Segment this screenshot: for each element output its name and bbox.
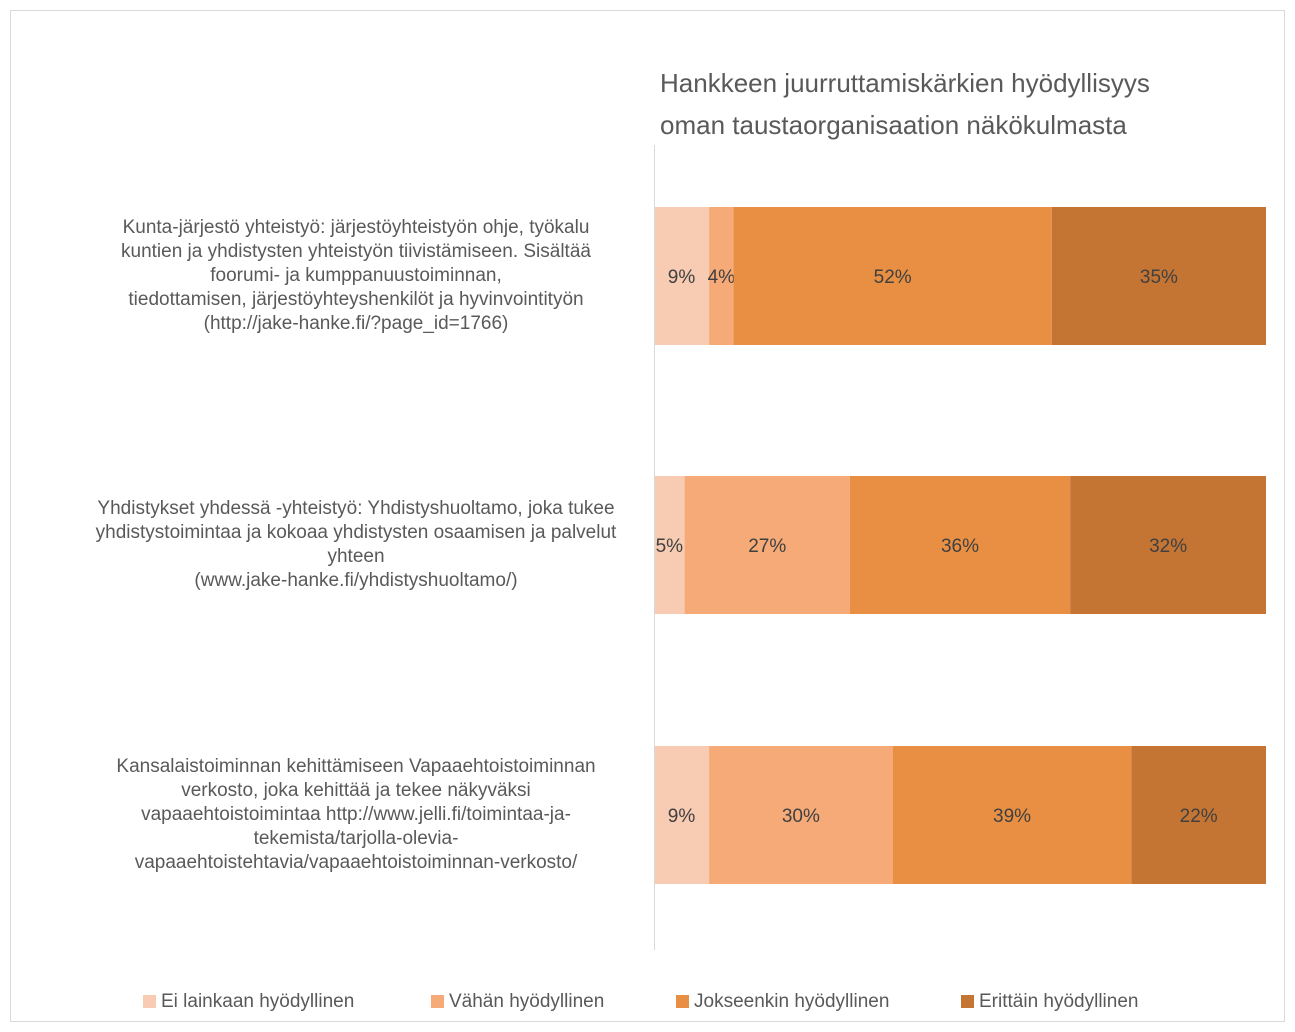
data-label: 27% <box>748 536 786 557</box>
bar-segment <box>709 746 893 884</box>
legend-label: Erittäin hyödyllinen <box>979 991 1138 1012</box>
data-label: 5% <box>656 536 684 557</box>
legend-swatch <box>961 995 974 1008</box>
category-label: Kansalaistoiminnan kehittämiseen Vapaaeh… <box>116 756 595 873</box>
bar-segment <box>1070 476 1266 614</box>
bar-segment <box>733 207 1052 345</box>
legend-swatch <box>676 995 689 1008</box>
bar-segment <box>684 476 850 614</box>
legend-swatch <box>143 995 156 1008</box>
bar-segment <box>849 476 1071 614</box>
data-label: 22% <box>1180 806 1218 827</box>
bar-segment <box>654 207 710 345</box>
data-label: 9% <box>668 267 696 288</box>
bar-segment <box>654 746 710 884</box>
bar-segment <box>709 207 734 345</box>
legend-label: Ei lainkaan hyödyllinen <box>161 991 354 1012</box>
legend-label: Vähän hyödyllinen <box>449 991 604 1012</box>
data-label: 39% <box>993 806 1031 827</box>
data-label: 4% <box>708 267 736 288</box>
data-label: 9% <box>668 806 696 827</box>
bar-segment <box>654 476 685 614</box>
category-label: Yhdistykset yhdessä -yhteistyö: Yhdistys… <box>96 498 617 591</box>
data-label: 35% <box>1140 267 1178 288</box>
data-label: 32% <box>1149 536 1187 557</box>
bar-segment <box>1051 207 1266 345</box>
bar-segment <box>892 746 1132 884</box>
data-label: 52% <box>874 267 912 288</box>
chart-title: Hankkeen juurruttamiskärkien hyödyllisyy… <box>660 68 1150 140</box>
legend-label: Jokseenkin hyödyllinen <box>694 991 889 1012</box>
bar-segment <box>1131 746 1266 884</box>
data-label: 30% <box>782 806 820 827</box>
category-label: Kunta-järjestö yhteistyö: järjestöyhteis… <box>121 217 591 334</box>
data-label: 36% <box>941 536 979 557</box>
legend-swatch <box>431 995 444 1008</box>
